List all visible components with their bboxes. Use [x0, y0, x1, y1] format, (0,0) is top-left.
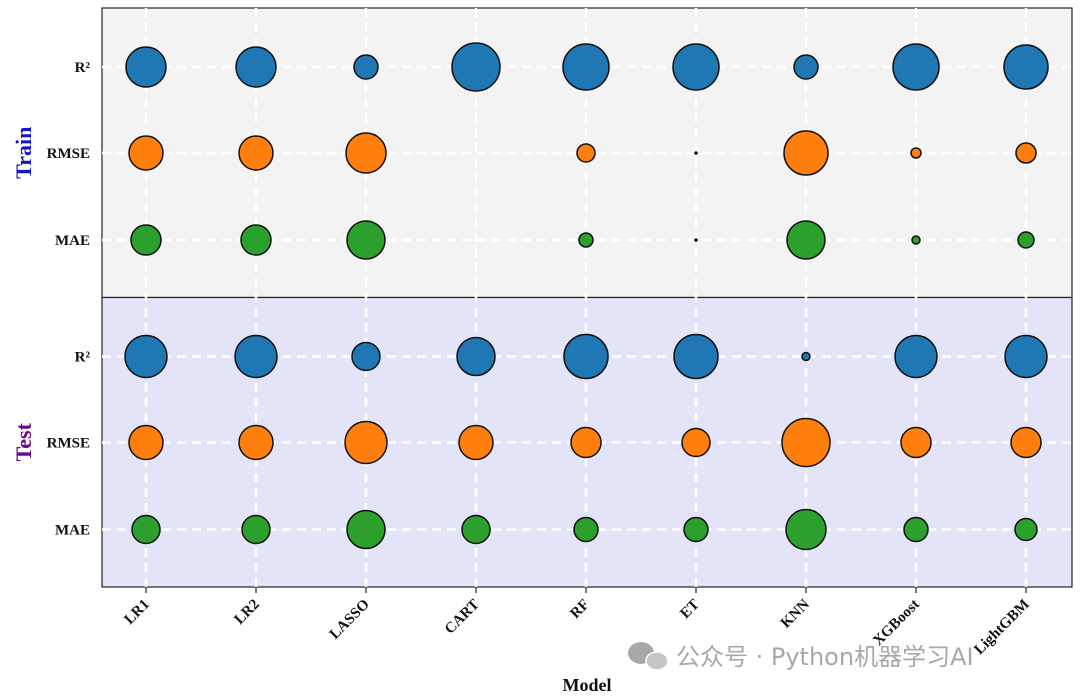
bubble-mae-knn [785, 508, 827, 551]
bubble-r-cart [451, 42, 501, 92]
x-axis-title: Model [563, 675, 612, 695]
bubble-r-rf [563, 333, 609, 380]
bubble-rmse-et [681, 427, 711, 458]
x-tick-label: KNN [778, 596, 813, 631]
x-tick-label: CART [442, 597, 483, 638]
bubble-mae-lasso [346, 220, 386, 260]
bubble-r-lightgbm [1003, 44, 1049, 90]
bubble-mae-lr1 [130, 224, 162, 256]
x-tick-label: LR2 [231, 597, 262, 628]
bubble-mae-lr1 [131, 514, 161, 545]
bubbles-layer [124, 42, 1049, 551]
bubble-mae-lightgbm [1017, 231, 1035, 249]
bubble-rmse-lightgbm [1015, 142, 1037, 164]
bubble-r-lasso [353, 54, 379, 80]
bubble-r-lightgbm [1004, 334, 1048, 379]
bubble-r-cart [456, 336, 496, 377]
bubble-rmse-lasso [344, 420, 388, 465]
bubble-r-lr1 [125, 46, 167, 88]
bubble-rmse-lr2 [238, 135, 274, 171]
y-tick-label: R² [75, 60, 91, 76]
panel-label-train: Train [11, 127, 36, 179]
y-tick-label: RMSE [47, 146, 90, 162]
bubble-r-lr2 [234, 334, 278, 379]
bubble-rmse-xgboost [900, 426, 932, 459]
y-tick-label: MAE [55, 233, 90, 249]
bubble-mae-rf [578, 232, 594, 248]
bubble-rmse-rf [576, 143, 596, 163]
bubble-rmse-lr2 [238, 424, 274, 461]
bubble-rmse-lr1 [128, 135, 164, 171]
bubble-rmse-et [694, 151, 698, 155]
bubble-mae-lr2 [240, 224, 272, 256]
x-tick-label: ET [677, 597, 702, 622]
bubble-rmse-knn [781, 417, 831, 468]
bubble-rmse-lightgbm [1010, 426, 1042, 459]
y-tick-label: MAE [55, 523, 90, 539]
bubble-r-knn [801, 351, 811, 362]
wechat-icon [628, 642, 669, 671]
bubble-r-xgboost [892, 43, 940, 91]
bubble-rmse-cart [458, 424, 494, 461]
bubble-r-lasso [351, 341, 381, 372]
x-tick-label: LASSO [327, 597, 373, 643]
panel-label-test: Test [11, 422, 36, 461]
bubble-r-xgboost [894, 334, 938, 379]
bubble-mae-et [694, 238, 698, 242]
bubble-mae-lr2 [241, 514, 271, 545]
y-tick-label: RMSE [47, 436, 90, 452]
bubble-mae-rf [573, 516, 599, 543]
bubble-mae-xgboost [911, 235, 921, 245]
bubble-rmse-lr1 [128, 424, 164, 461]
watermark: 公众号 · Python机器学习AI [628, 642, 974, 671]
bubble-r-rf [562, 43, 610, 91]
bubble-r-et [673, 333, 719, 380]
bubble-mae-cart [461, 514, 491, 545]
bubble-r-lr2 [235, 46, 277, 88]
bubble-r-knn [793, 54, 819, 80]
bubble-rmse-xgboost [910, 147, 922, 159]
x-tick-label: LR1 [121, 597, 152, 628]
bubble-r-lr1 [124, 334, 168, 379]
bubble-rmse-rf [570, 426, 602, 459]
x-tick-label: XGBoost [870, 597, 923, 650]
bubble-mae-knn [786, 220, 826, 260]
bubble-mae-lightgbm [1014, 517, 1038, 542]
bubble-mae-et [683, 516, 709, 543]
bubble-rmse-knn [783, 130, 829, 176]
bubble-mae-lasso [346, 509, 386, 550]
bubble-rmse-lasso [345, 132, 387, 174]
watermark-text: 公众号 · Python机器学习AI [676, 643, 974, 671]
bubble-mae-xgboost [903, 516, 929, 543]
x-tick-label: RF [567, 597, 592, 622]
x-tick-label: LightGBM [971, 597, 1032, 658]
y-tick-label: R² [75, 350, 91, 366]
bubble-r-et [672, 43, 720, 91]
